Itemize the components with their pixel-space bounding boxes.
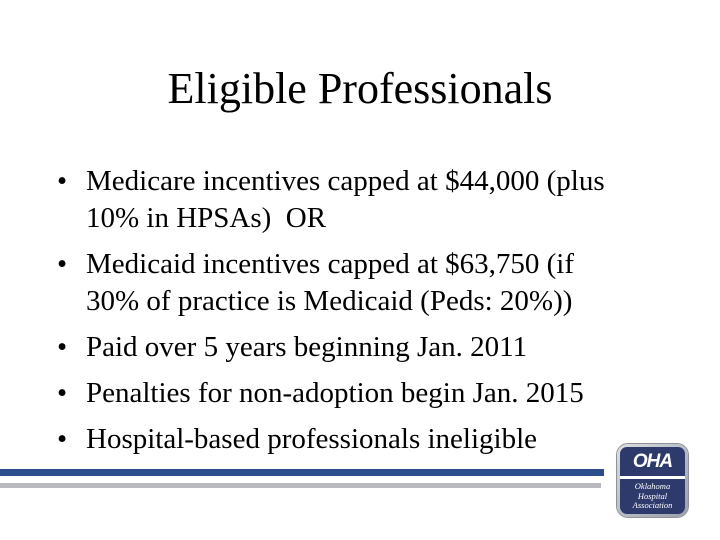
oha-logo: OHA Oklahoma Hospital Association <box>617 444 688 517</box>
bullet-marker: • <box>57 331 68 363</box>
accent-bar-gray <box>0 483 601 488</box>
bullet-line: 30% of practice is Medicaid (Peds: 20%)) <box>86 285 573 317</box>
bullet-text: Penalties for non-adoption begin Jan. 20… <box>86 375 692 412</box>
oha-logo-top: OHA <box>620 447 685 476</box>
bullet-text: Medicare incentives capped at $44,000 (p… <box>86 163 692 237</box>
accent-bar-blue <box>0 469 604 476</box>
bullet-line: Medicare incentives capped at $44,000 (p… <box>86 165 605 197</box>
logo-org-line: Oklahoma <box>634 481 671 491</box>
logo-org-name: Oklahoma Hospital Association <box>620 479 685 514</box>
bullet-marker: • <box>57 248 68 280</box>
bullet-item: • Hospital-based professionals ineligibl… <box>57 421 692 458</box>
bullet-text: Paid over 5 years beginning Jan. 2011 <box>86 329 692 366</box>
oha-logotype: OHA <box>632 450 673 472</box>
bullet-text: Medicaid incentives capped at $63,750 (i… <box>86 246 692 320</box>
bullet-item: • Medicaid incentives capped at $63,750 … <box>57 246 692 320</box>
bullet-line: Penalties for non-adoption begin Jan. 20… <box>86 377 584 409</box>
bullet-marker: • <box>57 377 68 409</box>
oha-logo-inner: OHA Oklahoma Hospital Association <box>620 447 685 514</box>
bullet-item: • Medicare incentives capped at $44,000 … <box>57 163 692 237</box>
logo-divider <box>620 476 685 479</box>
bullet-line: 10% in HPSAs) OR <box>86 202 327 234</box>
bullet-line: Hospital-based professionals ineligible <box>86 423 538 455</box>
bullet-list: • Medicare incentives capped at $44,000 … <box>57 163 692 467</box>
logo-org-line: Association <box>632 500 673 510</box>
bullet-marker: • <box>57 423 68 455</box>
logo-org-line: Hospital <box>637 490 668 501</box>
bullet-item: • Paid over 5 years beginning Jan. 2011 <box>57 329 692 366</box>
bullet-text: Hospital-based professionals ineligible <box>86 421 692 458</box>
bullet-line: Medicaid incentives capped at $63,750 (i… <box>86 248 575 280</box>
slide-title: Eligible Professionals <box>167 64 553 113</box>
bullet-marker: • <box>57 165 68 197</box>
bullet-line: Paid over 5 years beginning Jan. 2011 <box>86 331 528 363</box>
bullet-item: • Penalties for non-adoption begin Jan. … <box>57 375 692 412</box>
